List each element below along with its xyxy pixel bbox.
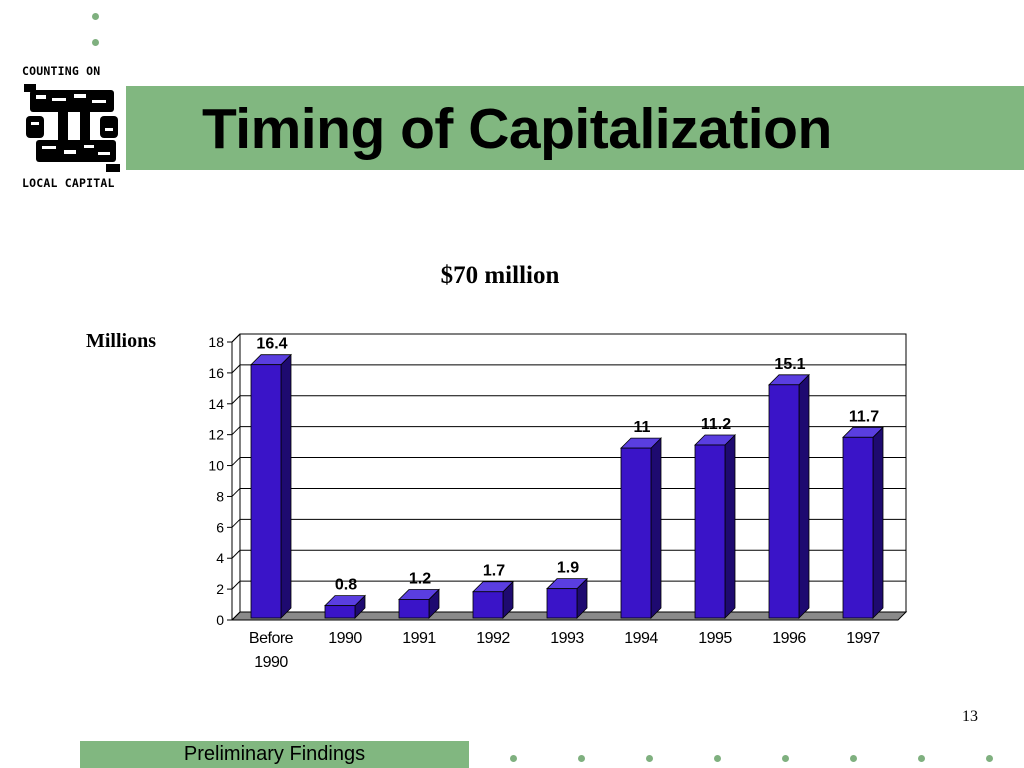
decorative-dot xyxy=(92,39,99,46)
page-number: 13 xyxy=(962,708,978,725)
bar xyxy=(324,605,356,619)
y-tick-label: 12 xyxy=(208,427,224,443)
bar-side xyxy=(280,353,292,619)
x-tick-label: 1992 xyxy=(476,630,510,647)
bar xyxy=(250,364,282,619)
data-label: 16.4 xyxy=(256,336,287,353)
bar xyxy=(546,588,578,619)
decorative-dot xyxy=(510,755,517,762)
x-tick-label: 1990 xyxy=(254,654,288,671)
gridline-side xyxy=(231,549,241,559)
x-tick-label: 1991 xyxy=(402,630,436,647)
y-tick-label: 16 xyxy=(208,365,224,381)
decorative-dot xyxy=(92,13,99,20)
data-label: 1.2 xyxy=(409,570,431,587)
y-tick-label: 6 xyxy=(216,519,224,535)
x-tick-label: 1996 xyxy=(772,630,806,647)
data-label: 1.9 xyxy=(557,560,579,577)
data-label: 1.7 xyxy=(483,563,505,580)
y-tick-label: 18 xyxy=(208,334,224,350)
bar-side xyxy=(872,426,884,619)
footer-bar xyxy=(80,741,469,768)
x-tick-label: 1994 xyxy=(624,630,658,647)
x-tick-label: 1997 xyxy=(846,630,880,647)
gridline-side xyxy=(231,518,241,528)
bar xyxy=(472,591,504,619)
data-label: 0.8 xyxy=(335,577,357,594)
counting-on-local-capital-logo: COUNTING ON LOCAL CAPITAL xyxy=(22,64,122,190)
decorative-dot xyxy=(986,755,993,762)
x-tick-label: 1993 xyxy=(550,630,584,647)
data-label: 15.1 xyxy=(774,356,805,373)
gridline-side xyxy=(231,457,241,466)
decorative-dot xyxy=(714,755,721,762)
data-label: 11.2 xyxy=(701,416,731,433)
y-tick-label: 0 xyxy=(216,612,224,628)
title-bar xyxy=(126,86,1024,170)
y-tick-label: 4 xyxy=(216,550,224,566)
x-tick-label: 1995 xyxy=(698,630,732,647)
y-axis-label: Millions xyxy=(86,330,157,352)
bar xyxy=(768,384,800,619)
gridline-side xyxy=(231,488,241,497)
bar-side xyxy=(724,434,736,619)
logo-top-text: COUNTING ON xyxy=(22,64,101,78)
gridline-side xyxy=(231,364,241,374)
decorative-dot xyxy=(646,755,653,762)
decorative-dot xyxy=(578,755,585,762)
x-tick-label: Before xyxy=(249,630,294,647)
bar xyxy=(694,444,726,619)
data-label: 11.7 xyxy=(849,408,879,425)
bar-side xyxy=(650,437,662,619)
gridline-side xyxy=(231,426,241,436)
logo-bottom-text: LOCAL CAPITAL xyxy=(22,176,115,190)
data-label: 11 xyxy=(634,419,651,436)
decorative-dot xyxy=(850,755,857,762)
bar-chart: 0 2 4 6 8 10 12 14 16 18 16.4 Before 1990 0.8 1990 1.2 1… xyxy=(208,333,908,671)
bar-side xyxy=(798,373,810,619)
logo-chain-graphic xyxy=(24,84,120,172)
y-tick-label: 8 xyxy=(216,488,224,504)
gridline-side xyxy=(231,611,241,621)
y-tick-label: 14 xyxy=(208,396,224,412)
gridline-side xyxy=(231,395,241,405)
gridline-side xyxy=(231,580,241,590)
bar xyxy=(398,599,430,619)
bar xyxy=(620,447,652,619)
footer-label: Preliminary Findings xyxy=(183,743,366,765)
bar xyxy=(842,436,874,619)
y-tick-label: 10 xyxy=(208,458,224,474)
decorative-dot xyxy=(918,755,925,762)
y-tick-label: 2 xyxy=(216,581,224,597)
decorative-dot xyxy=(782,755,789,762)
slide-title: Timing of Capitalization xyxy=(202,97,832,161)
chart-title: $70 million xyxy=(440,262,560,289)
gridline-side xyxy=(231,333,241,343)
x-tick-label: 1990 xyxy=(328,630,362,647)
